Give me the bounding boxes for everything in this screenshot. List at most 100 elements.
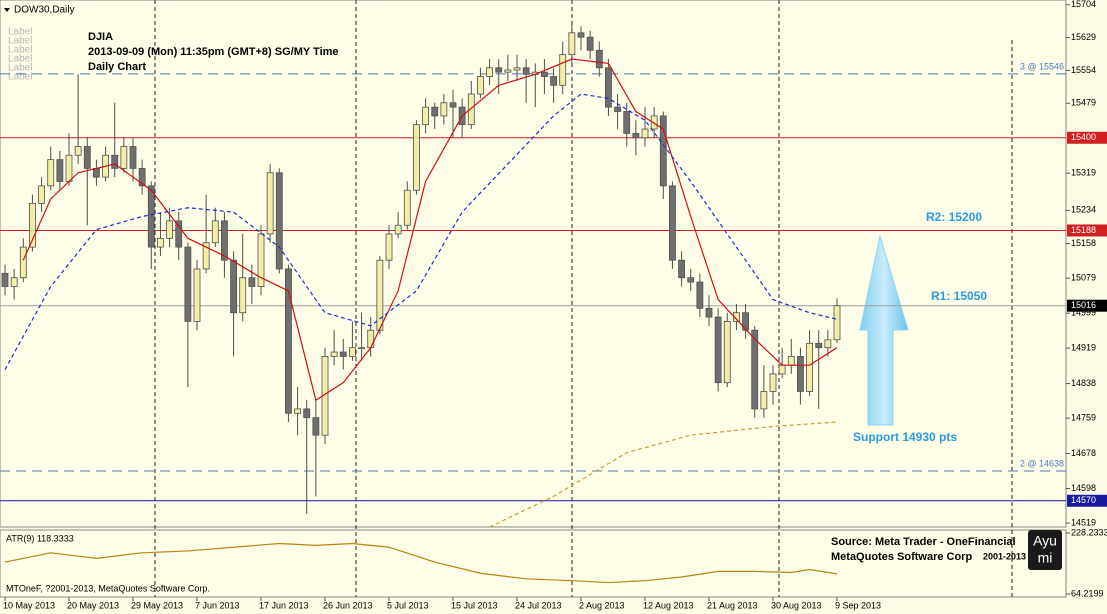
moving-average [4,93,838,370]
candle-body [495,67,503,73]
object-label: Label [8,27,32,38]
candle-body [696,281,704,309]
candle-body [285,268,292,414]
candle-body [83,146,91,169]
y-tick-label: 15704 [1071,0,1096,9]
candle-body [221,220,228,261]
candle-body [815,342,823,349]
candle-body [266,172,274,235]
x-tick-label: 15 Jul 2013 [451,600,498,610]
candle-body [10,277,18,287]
candle-body [504,69,512,73]
candle-body [477,76,484,95]
moving-average [22,58,838,402]
y-tick-label: 15158 [1071,238,1096,248]
candle-body [275,172,283,270]
candle-body [705,307,713,318]
separators [154,0,1013,597]
x-tick-label: 17 Jun 2013 [259,600,309,610]
candle-body [641,128,649,139]
x-tick-label: 2 Aug 2013 [579,600,625,610]
x-tick-label: 26 Jun 2013 [323,600,373,610]
candle-body [56,159,64,182]
candle-body [723,321,731,384]
y-tick-label: 15079 [1071,273,1096,283]
object-label: Label [8,63,32,74]
candle-body [47,159,55,187]
candle-body [614,106,621,112]
level-box [1067,224,1107,237]
candle-body [586,36,594,51]
candle-body [632,132,640,139]
candle-body [358,347,365,350]
candle-body [120,146,128,169]
candle-body [513,67,521,71]
info-text: Daily Chart [88,61,146,73]
y-tick-label: 15629 [1071,32,1096,42]
candle-body [403,189,411,226]
candle-body [449,102,457,108]
candle-body [1,272,9,287]
candle-body [339,351,347,357]
symbol: DOW30,Daily [14,5,75,16]
candle-body [669,185,676,261]
candle-body [367,329,375,349]
level-box [1067,131,1107,144]
y-tick-label: 14759 [1071,412,1096,422]
logo-text: mi [1038,550,1053,566]
candle-body [312,417,320,436]
annotation: R1: 15050 [931,289,987,303]
candle-body [202,242,210,270]
y-tick-label: 14919 [1071,343,1096,353]
y-tick-label: 15319 [1071,168,1096,178]
x-tick-label: 24 Jul 2013 [515,600,562,610]
y-tick-label: 14598 [1071,483,1096,493]
candle-body [623,111,631,134]
candle-body [659,115,667,187]
y-tick-label: 15234 [1071,205,1096,215]
candle-body [605,67,612,108]
candle-body [230,259,237,314]
source: MetaQuotes Software Corp [831,551,972,563]
logo-text: Ayu [1033,533,1057,549]
candle-body [29,202,36,248]
x-tick-label: 21 Aug 2013 [707,600,758,610]
candle-body [486,67,493,77]
candle-body [111,154,119,169]
price-pane [0,0,1067,528]
candle-body [760,391,768,410]
level-text: 2 @ 14638 [1020,458,1064,468]
candle-body [385,233,393,261]
candle-body [550,76,557,86]
menu-icon [4,8,10,12]
y-tick-label: 15554 [1071,65,1096,75]
candle-body [239,277,247,314]
candle-body [778,364,786,375]
candle-body [193,268,201,322]
candle-body [787,356,795,366]
indicator-pane [0,529,1067,598]
object-label: Label [8,54,32,65]
candle-body [797,356,804,392]
x-tick-label: 30 Aug 2013 [771,600,822,610]
annotation: Support 14930 pts [853,430,957,444]
indicator-title: ATR(9) 118.3333 [6,533,74,543]
candle-body [769,373,777,392]
candle-body [824,339,832,349]
candle-body [678,259,685,279]
candle-body [74,146,82,156]
candle-body [93,167,100,178]
x-tick-label: 29 May 2013 [131,600,183,610]
candle-body [431,106,439,117]
level-label: 15188 [1071,225,1096,235]
atr-line [4,542,838,584]
candle-body [467,93,475,126]
candle-body [568,32,576,56]
candle-body [65,154,73,182]
info-text: DJIA [88,31,113,43]
candle-body [413,124,420,191]
candle-body [294,408,301,414]
candle-body [687,277,695,283]
y-tick-label: 14678 [1071,448,1096,458]
